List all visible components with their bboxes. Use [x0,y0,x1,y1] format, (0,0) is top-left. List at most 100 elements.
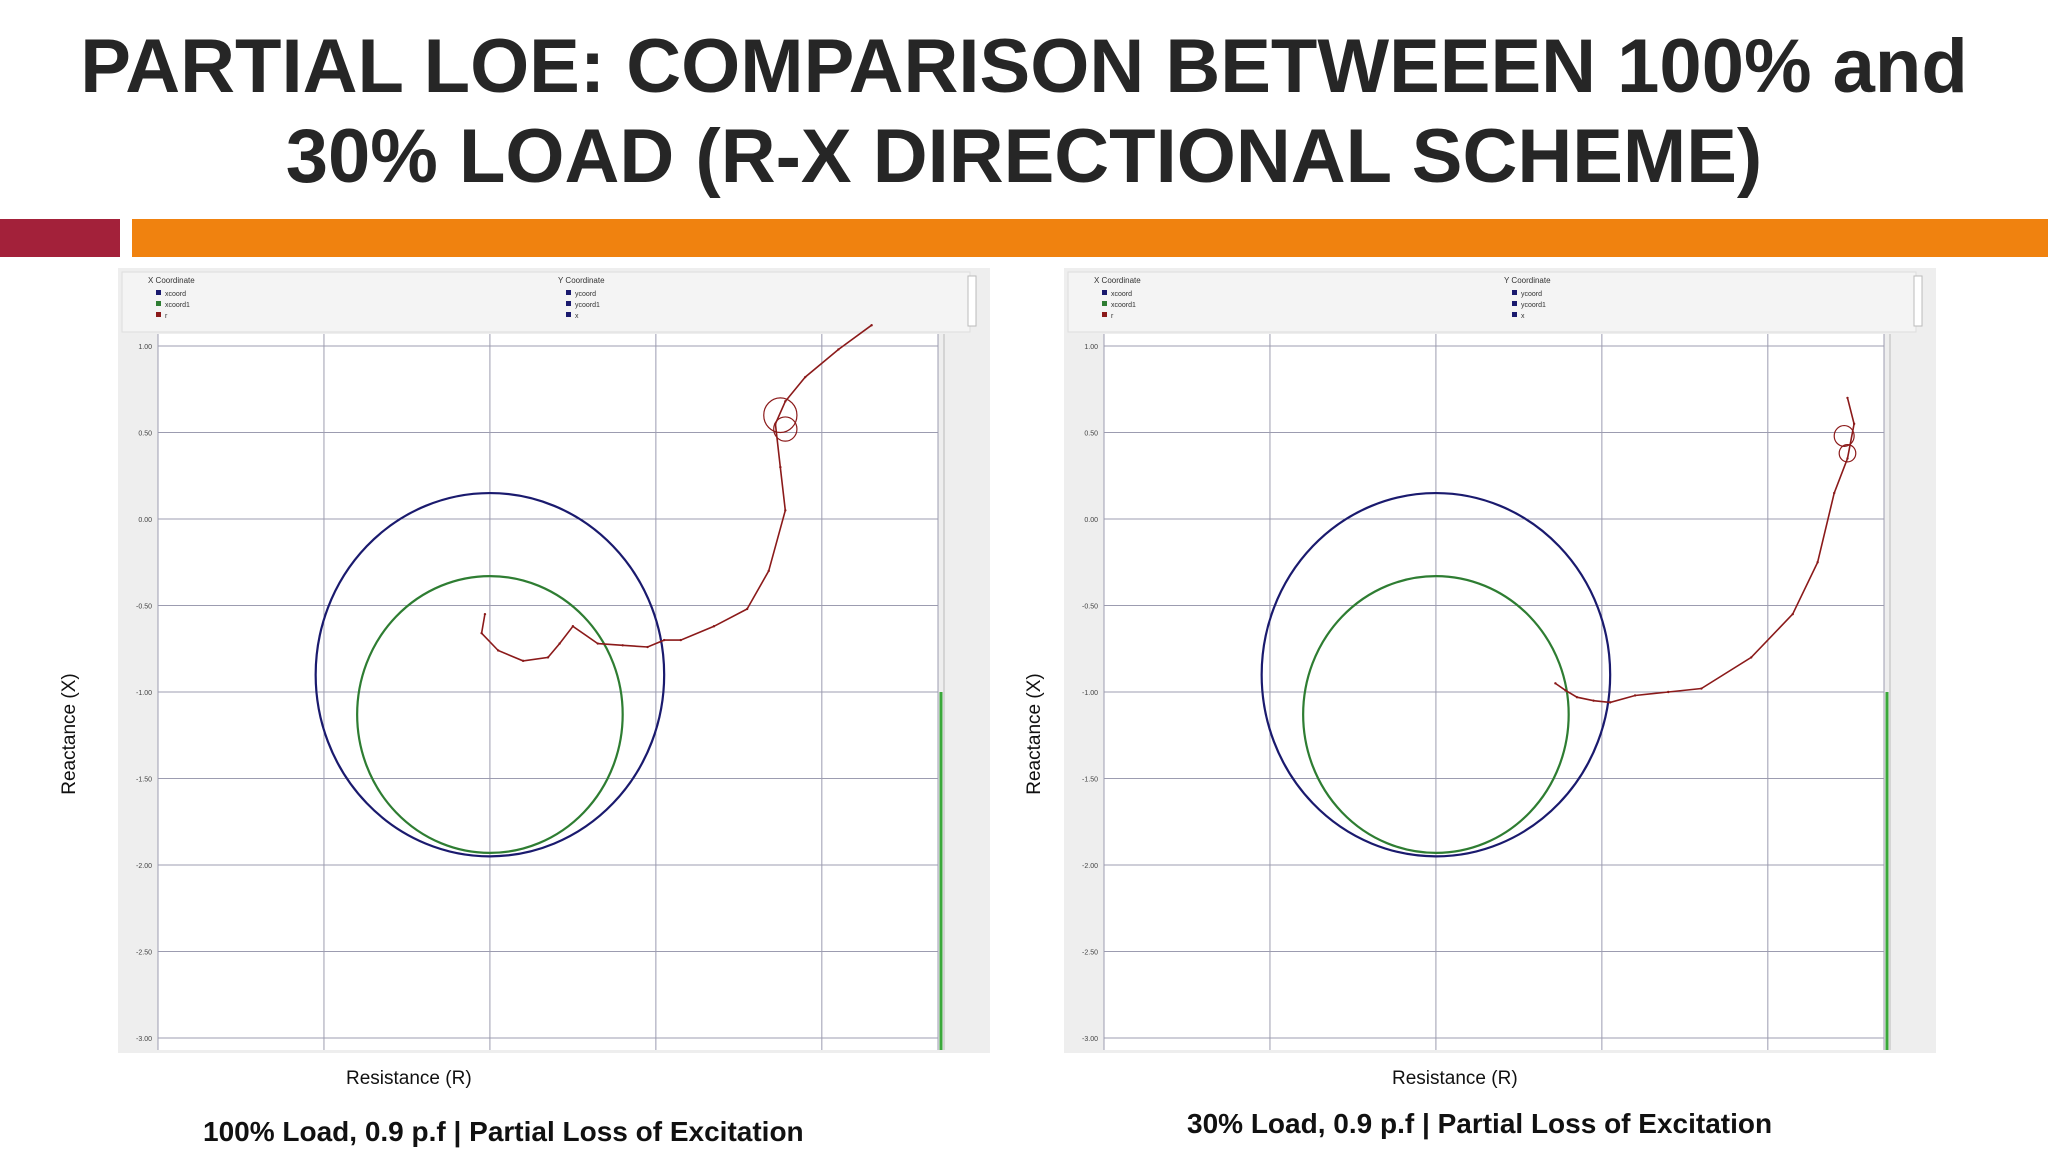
trajectory-point [1575,695,1579,699]
legend-y-title: Y Coordinate [1504,276,1551,285]
legend-swatch [156,312,161,317]
legend-item-y: ycoord [575,291,596,298]
trajectory-loop [763,397,798,434]
trajectory-point [571,625,575,628]
y-tick-label: -1.50 [136,777,152,784]
impedance-circle-xcoord1 [1302,574,1570,854]
trajectory-point [1791,612,1794,616]
caption-left: 100% Load, 0.9 p.f | Partial Loss of Exc… [203,1116,804,1147]
y-axis-label-left: Reactance (X) [59,673,80,795]
legend-scrollbar [1913,275,1923,327]
trajectory-point [1633,694,1637,697]
trajectory-point [521,659,525,663]
y-tick-label: -0.50 [1082,604,1098,611]
legend-item-y: ycoord1 [1521,302,1546,309]
legend-item-y: x [575,313,579,320]
trajectory-point [712,625,716,628]
y-tick-label: 0.50 [1084,431,1098,438]
trajectory-point [497,649,500,652]
trajectory-point [646,645,649,649]
impedance-circle-xcoord [1260,491,1612,858]
title-line-2: 30% LOAD (R-X DIRECTIONAL SCHEME) [285,114,1763,199]
y-tick-label: -1.50 [1082,777,1098,784]
trajectory-point [804,375,807,379]
x-axis-label-left: Resistance (R) [346,1068,472,1089]
trajectory-point [558,642,561,645]
legend-x-title: X Coordinate [148,276,195,285]
legend-swatch [1102,290,1107,295]
y-tick-label: -1.00 [1082,690,1098,697]
slide-title: PARTIAL LOE: COMPARISON BETWEEEN 100% an… [0,22,2048,202]
accent-bar-orange [132,219,2048,257]
legend-item-x: r [165,313,168,320]
y-tick-label: -0.50 [136,604,152,611]
y-axis-label-right: Reactance (X) [1024,673,1045,795]
impedance-circle-xcoord1 [356,574,624,854]
legend-swatch [1512,301,1517,306]
legend-y-title: Y Coordinate [558,276,605,285]
impedance-trajectory [480,324,873,662]
trajectory-point [745,607,749,611]
trajectory-point [1554,682,1557,685]
trajectory-loop [1833,424,1855,447]
y-tick-label: -3.00 [1082,1036,1098,1043]
legend-scrollbar [967,275,977,327]
trajectory-point [662,638,666,642]
y-tick-label: -1.00 [136,690,152,697]
legend-item-x: xcoord1 [165,302,190,309]
trajectory-point [1833,491,1836,495]
trajectory-point [1846,396,1849,400]
trajectory-point [621,644,624,647]
legend-swatch [566,290,571,295]
legend-item-x: xcoord [1111,291,1132,298]
trajectory-point [1564,689,1567,692]
legend-item-x: r [1111,313,1114,320]
trajectory-point [1750,656,1753,659]
y-tick-label: 0.50 [138,431,152,438]
title-line-1: PARTIAL LOE: COMPARISON BETWEEEN 100% an… [80,24,1968,109]
y-tick-label: -2.00 [136,863,152,870]
trajectory-loop [773,416,798,442]
trajectory-loop [1838,444,1857,463]
trajectory-point [784,509,787,512]
legend-swatch [1512,290,1517,295]
y-tick-label: -2.50 [1082,950,1098,957]
trajectory-point [546,656,550,659]
rx-plot-100-load: X Coordinate Y Coordinate xcoord xcoord1 r yc… [118,268,990,1053]
legend-item-x: xcoord1 [1111,302,1136,309]
trajectory-point [1592,699,1595,702]
legend-swatch [566,312,571,317]
trajectory-point [779,465,782,469]
legend-item-y: ycoord [1521,291,1542,298]
legend-swatch [156,301,161,306]
trajectory-point [480,631,483,635]
legend-item-y: x [1521,313,1525,320]
y-tick-label: -3.00 [136,1036,152,1043]
rx-plot-30-load: X Coordinate Y Coordinate xcoord xcoord1 r yc… [1064,268,1936,1053]
legend-item-y: ycoord1 [575,302,600,309]
legend-swatch [566,301,571,306]
trajectory-point [767,569,770,573]
legend-swatch [156,290,161,295]
trajectory-point [1852,422,1856,426]
x-axis-label-right: Resistance (R) [1392,1068,1518,1089]
y-tick-label: 0.00 [1084,517,1098,524]
accent-bar-red [0,219,120,257]
trajectory-point [679,638,682,642]
legend-panel [121,271,971,333]
y-tick-label: -2.50 [136,950,152,957]
trajectory-point [1846,457,1849,460]
trajectory-point [1608,701,1612,704]
trajectory-point [870,324,873,327]
trajectory-point [596,642,599,645]
impedance-circle-xcoord [314,491,666,858]
trajectory-point [784,400,787,403]
trajectory-point [1700,687,1703,690]
trajectory-point [1816,561,1819,564]
legend-swatch [1102,312,1107,317]
y-tick-label: 0.00 [138,517,152,524]
trajectory-point [837,348,840,351]
legend-item-x: xcoord [165,291,186,298]
y-tick-label: 1.00 [1084,344,1098,351]
legend-swatch [1102,301,1107,306]
